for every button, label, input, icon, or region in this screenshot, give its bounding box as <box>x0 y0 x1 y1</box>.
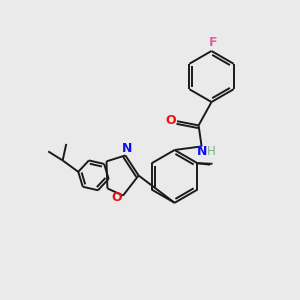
Text: O: O <box>165 114 176 127</box>
Text: N: N <box>122 142 132 155</box>
Text: O: O <box>111 190 122 204</box>
Text: N: N <box>197 145 207 158</box>
Text: H: H <box>207 145 216 158</box>
Text: F: F <box>209 36 217 49</box>
